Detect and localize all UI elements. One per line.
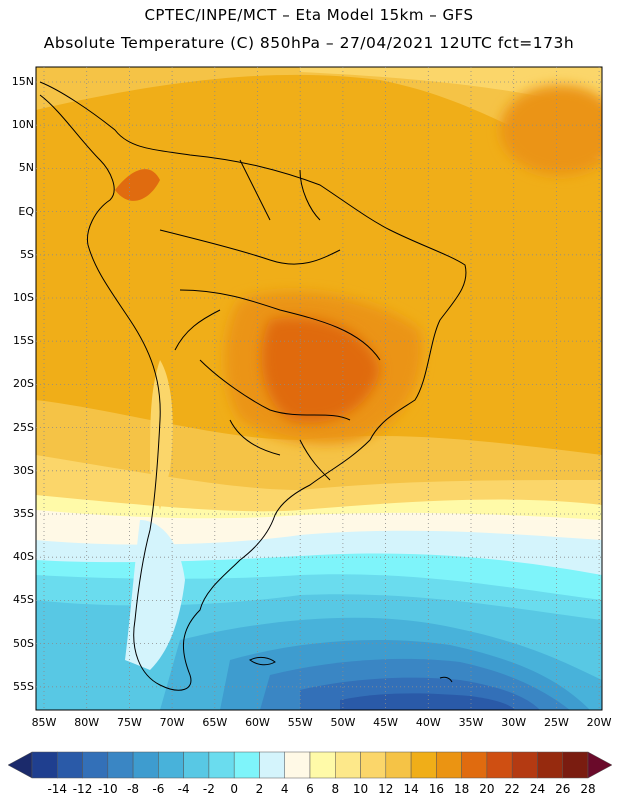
- colorbar-swatch: [233, 751, 260, 779]
- lat-label: 10N: [11, 118, 34, 132]
- colorbar-label: -6: [152, 782, 165, 796]
- colorbar-label: -10: [98, 782, 118, 796]
- colorbar-label: 26: [555, 782, 571, 796]
- colorbar-swatch: [183, 751, 210, 779]
- colorbar-label: -4: [177, 782, 190, 796]
- lon-label: 80W: [74, 716, 100, 729]
- colorbar-swatch: [562, 751, 589, 779]
- colorbar-label: 16: [428, 782, 444, 796]
- colorbar-label: 6: [306, 782, 314, 796]
- lat-label: 10S: [13, 291, 34, 304]
- lon-label: 30W: [501, 716, 527, 729]
- lat-label: EQ: [18, 204, 34, 218]
- lon-label: 35W: [458, 716, 484, 729]
- colorbar-label: 2: [255, 782, 264, 796]
- lat-label: 5S: [20, 247, 34, 261]
- chart-title-line1: CPTEC/INPE/MCT – Eta Model 15km – GFS: [144, 6, 474, 24]
- colorbar-label: 22: [504, 782, 520, 796]
- lat-label: 5N: [18, 161, 34, 175]
- lat-label: 30S: [13, 463, 34, 477]
- colorbar-label: -2: [202, 782, 215, 796]
- lon-label: 65W: [202, 716, 228, 729]
- colorbar-swatch: [158, 751, 184, 779]
- lat-label: 55S: [13, 679, 34, 693]
- colorbar-low-arrow: [7, 751, 33, 779]
- lon-label: 85W: [31, 716, 57, 729]
- lon-label: 20W: [586, 716, 612, 729]
- temperature-field: [36, 67, 602, 710]
- colorbar-swatch: [335, 751, 361, 779]
- colorbar-label: 18: [453, 782, 470, 796]
- colorbar-label: 0: [230, 782, 238, 796]
- colorbar-swatch: [436, 751, 462, 779]
- colorbar-label: 24: [529, 782, 546, 796]
- lat-label: 20S: [13, 377, 34, 391]
- lat-label: 25S: [13, 420, 34, 434]
- lat-label: 35S: [13, 507, 34, 520]
- lon-label: 50W: [330, 716, 356, 729]
- colorbar-label: 8: [331, 782, 340, 796]
- colorbar-swatch: [537, 751, 563, 779]
- lat-label: 45S: [13, 593, 34, 607]
- colorbar-swatch: [486, 751, 513, 779]
- colorbar-swatch: [511, 751, 538, 779]
- colorbar-swatch: [57, 751, 83, 779]
- colorbar-swatch: [107, 751, 134, 779]
- lat-label: 15S: [13, 334, 34, 348]
- colorbar-high-arrow: [587, 751, 613, 779]
- colorbar-label: 28: [580, 782, 596, 796]
- colorbar-swatch: [31, 751, 58, 779]
- colorbar-swatch: [208, 751, 235, 779]
- map-frame: [35, 66, 603, 711]
- colorbar-label: 20: [479, 782, 495, 796]
- lon-label: 25W: [543, 716, 569, 729]
- colorbar-swatch: [385, 751, 412, 779]
- lon-label: 40W: [415, 716, 441, 729]
- colorbar-label: -14: [47, 782, 68, 796]
- lon-label: 45W: [373, 716, 399, 729]
- colorbar-label: 4: [280, 782, 289, 796]
- colorbar-swatch: [461, 751, 488, 779]
- lat-label: 15N: [11, 75, 34, 88]
- coastline: [39, 81, 467, 691]
- lon-label: 55W: [287, 716, 313, 729]
- colorbar-swatch: [284, 751, 311, 779]
- lon-label: 75W: [116, 716, 142, 729]
- colorbar-swatch: [360, 751, 387, 779]
- colorbar-swatch: [132, 751, 159, 779]
- lat-label: 40S: [13, 550, 34, 564]
- colorbar-swatch: [259, 751, 285, 779]
- colorbar-swatch: [410, 751, 437, 779]
- lon-label: 70W: [159, 716, 185, 729]
- chart-title-line2: Absolute Temperature (C) 850hPa – 27/04/…: [43, 34, 575, 52]
- lon-label: 60W: [245, 716, 270, 729]
- colorbar-label: 12: [378, 782, 394, 796]
- colorbar-label: 10: [352, 782, 369, 796]
- colorbar-label: -8: [127, 782, 140, 796]
- lat-label: 50S: [13, 636, 34, 650]
- colorbar-swatch: [82, 751, 109, 779]
- colorbar-swatch: [309, 751, 336, 779]
- colorbar-label: 14: [403, 782, 419, 796]
- colorbar-label: -12: [72, 782, 93, 796]
